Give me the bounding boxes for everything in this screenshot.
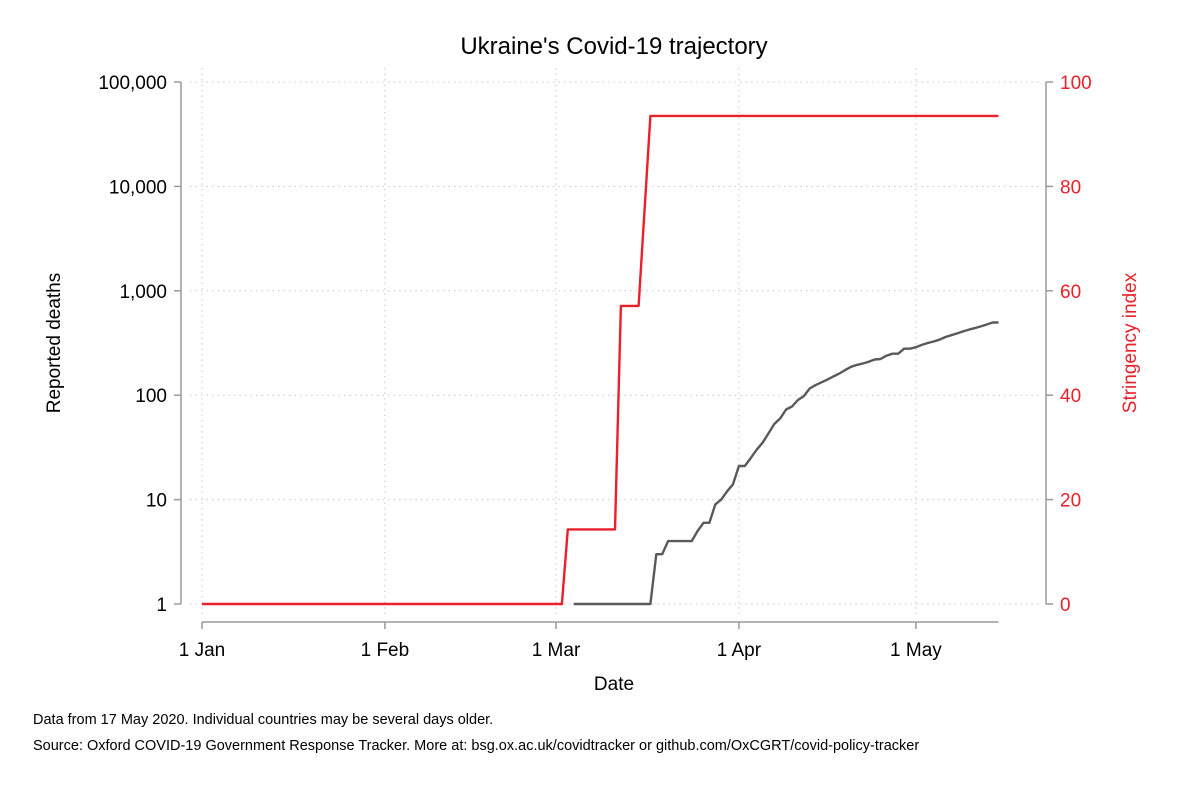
y-tick-label-left: 100 <box>135 386 167 407</box>
y-tick-label-left: 1 <box>156 595 167 616</box>
x-tick-label: 1 Feb <box>361 640 410 661</box>
deaths-line <box>573 321 999 606</box>
gridlines <box>190 68 1041 614</box>
y-tick-label-left: 10,000 <box>109 177 167 198</box>
y-tick-label-right: 100 <box>1060 73 1092 94</box>
y-axis-title-left: Reported deaths <box>44 273 65 414</box>
y-tick-label-left: 10 <box>146 491 167 512</box>
y-axis-title-right: Stringency index <box>1120 272 1141 413</box>
x-tick-label: 1 Apr <box>717 640 762 661</box>
x-axis-title: Date <box>594 674 634 695</box>
source-note: Source: Oxford COVID-19 Government Respo… <box>33 738 920 754</box>
y-tick-label-right: 20 <box>1060 491 1081 512</box>
y-tick-label-right: 60 <box>1060 282 1081 303</box>
y-tick-label-left: 100,000 <box>98 73 167 94</box>
data-lines <box>202 114 999 606</box>
data-date-note: Data from 17 May 2020. Individual countr… <box>33 712 494 728</box>
y-tick-label-right: 0 <box>1060 595 1071 616</box>
x-tick-label: 1 Jan <box>179 640 225 661</box>
chart-title: Ukraine's Covid-19 trajectory <box>460 33 767 60</box>
y-tick-label-left: 1,000 <box>119 282 167 303</box>
x-tick-label: 1 May <box>890 640 942 661</box>
x-tick-label: 1 Mar <box>532 640 581 661</box>
axes <box>174 81 1053 629</box>
y-tick-label-right: 80 <box>1060 177 1081 198</box>
stringency-line <box>202 114 999 606</box>
y-tick-label-right: 40 <box>1060 386 1081 407</box>
